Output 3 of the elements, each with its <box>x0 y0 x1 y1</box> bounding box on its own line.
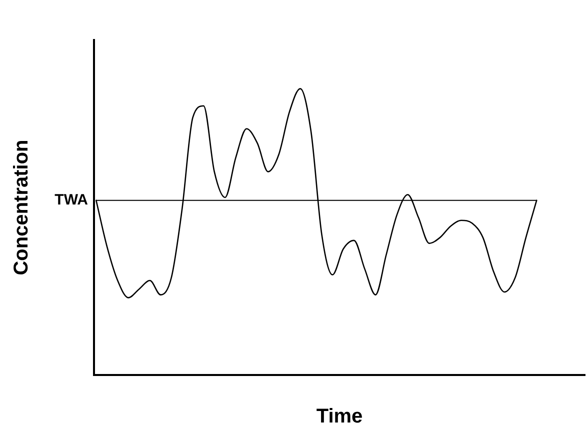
x-axis-title: Time <box>316 406 363 428</box>
y-axis-title: Concentration <box>10 140 33 276</box>
ref-line-label: TWA <box>54 191 88 208</box>
